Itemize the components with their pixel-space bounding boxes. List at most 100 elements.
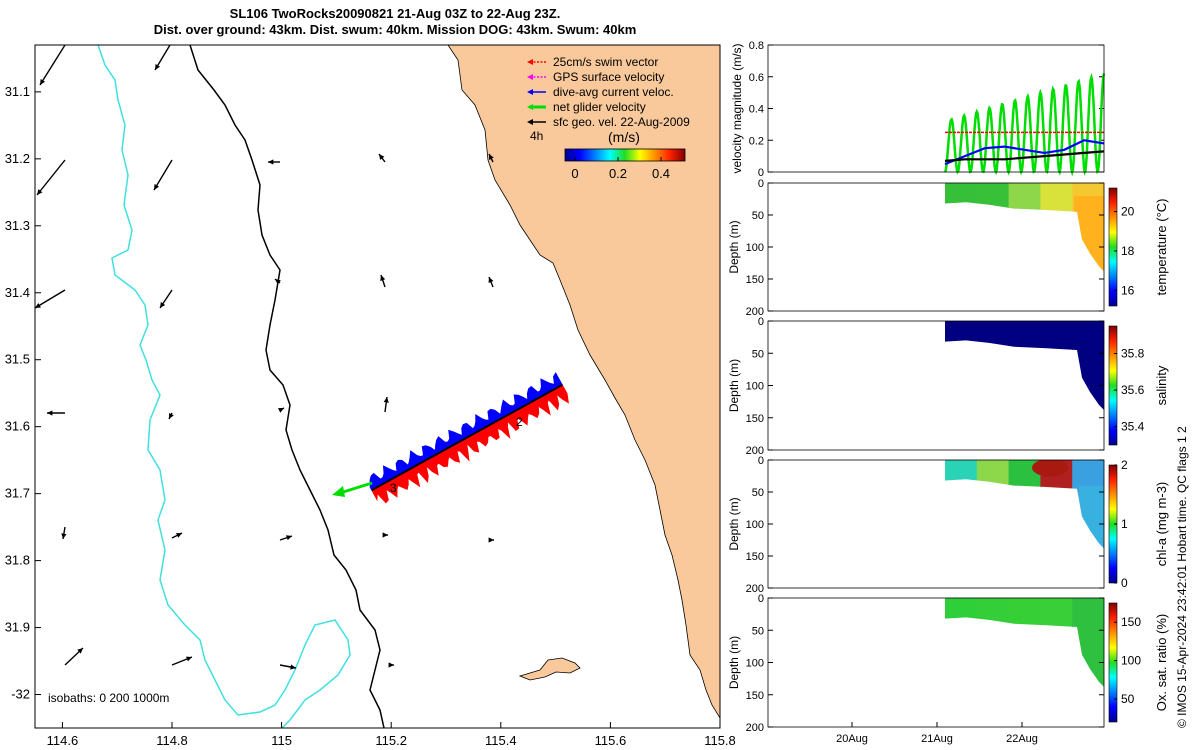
map-colorbar [564, 148, 686, 162]
sfc-velocity-arrow [39, 45, 66, 86]
sfc-velocity-arrow [488, 153, 494, 163]
map-y-tick-label: 31.4 [5, 285, 30, 300]
legend-item: dive-avg current veloc. [527, 85, 674, 99]
legend-swatch-head [527, 74, 533, 80]
arrow-head [40, 79, 46, 85]
arrow-shaft [35, 289, 66, 309]
heatmap-chl-max [1032, 460, 1068, 477]
y-axis-label: Depth (m) [727, 359, 741, 412]
map-y-tick-label: 31.7 [5, 486, 30, 501]
y-tick-label: 0 [758, 593, 764, 605]
sfc-velocity-arrow [268, 159, 280, 165]
y-tick-label: 0.8 [749, 40, 764, 52]
y-tick-label: 50 [752, 487, 764, 499]
map-x-tick-label: 115.8 [704, 733, 736, 748]
y-tick-label: 200 [746, 583, 764, 595]
y-tick-label: 50 [752, 210, 764, 222]
arrow-head [47, 410, 53, 416]
sfc-velocity-arrow [159, 289, 173, 309]
map-y-tick-label: 31.5 [5, 352, 30, 367]
y-tick-label: 0.4 [749, 104, 764, 116]
panel-4: 0 50 100 150 200 Depth (m) 50 100 150 Ox. sat. ra… [727, 593, 1169, 734]
y-tick-label: 200 [746, 306, 764, 318]
sfc-velocity-arrow [388, 662, 394, 668]
arrow-head [176, 533, 182, 538]
series-sfc-geo [944, 150, 1105, 162]
panel-colorbar [1108, 602, 1118, 723]
map-y-ticks: 31.1 31.2 31.3 31.4 31.5 31.6 31.7 31.8 31.9 -32 [5, 84, 41, 702]
y-tick-label: 0 [758, 167, 764, 179]
time-axis-ticks: 20Aug 21Aug 22Aug [836, 722, 1038, 745]
arrow-head [332, 486, 345, 497]
panel-0: 0 0.2 0.4 0.6 0.8 velocity magnitude (m/s) [730, 40, 1106, 179]
map-y-tick-label: -32 [11, 687, 30, 702]
y-tick-label: 0.6 [749, 72, 764, 84]
map-x-ticks: 114.6 114.8 115 115.2 115.4 115.6 115.8 [47, 722, 736, 748]
arrow-head [160, 302, 166, 308]
y-tick-label: 0 [758, 178, 764, 190]
legend-item: net glider velocity [527, 100, 646, 114]
colorbar-tick-label: 35.6 [1121, 383, 1145, 397]
map-x-tick-label: 115.6 [595, 733, 627, 748]
y-tick-label: 100 [746, 658, 764, 670]
colorbar-tick-label: 0 [1121, 576, 1128, 590]
surface-velocity-arrows [35, 45, 494, 670]
panel-frame [767, 182, 1105, 312]
colorbar-tick-label: 0.2 [609, 166, 627, 181]
sfc-velocity-arrow [64, 647, 84, 666]
arrow-head [488, 537, 494, 543]
sfc-velocity-arrow [278, 407, 285, 413]
colorbar-tick-label: 0 [571, 166, 578, 181]
y-tick-label: 100 [746, 381, 764, 393]
y-tick-label: 150 [746, 551, 764, 563]
y-tick-label: 100 [746, 242, 764, 254]
track-line [371, 384, 563, 491]
y-tick-label: 50 [752, 348, 764, 360]
series-net-glider-velocity [943, 72, 1106, 177]
panel-colorbar [1108, 187, 1118, 307]
isobaths-label: isobaths: 0 200 1000m [48, 691, 169, 705]
sfc-velocity-arrow [154, 45, 171, 71]
map-y-tick-label: 31.6 [5, 419, 30, 434]
y-tick-label: 0 [758, 316, 764, 328]
swim-vectors [370, 383, 569, 504]
map-y-tick-label: 31.3 [5, 218, 30, 233]
y-tick-label: 200 [746, 445, 764, 457]
sfc-velocity-arrow [380, 274, 386, 288]
legend-label: sfc geo. vel. 22-Aug-2009 [553, 115, 690, 129]
arrow-head [278, 408, 284, 413]
panel-2: 0 50 100 150 200 Depth (m) 35.4 35.6 35.8 salinit… [727, 316, 1169, 457]
colorbar-tick-label: 100 [1121, 654, 1141, 668]
sfc-velocity-arrow [168, 412, 174, 420]
arrow-head [37, 189, 43, 195]
colorbar-label: salinity [1154, 365, 1169, 405]
map-x-tick-label: 115.4 [485, 733, 517, 748]
colorbar-label: Ox. sat. ratio (%) [1154, 614, 1169, 712]
legend-swatch-head [527, 104, 533, 110]
sfc-velocity-arrow [279, 535, 293, 541]
sfc-velocity-arrow [47, 410, 65, 416]
colorbar-tick-label: 20 [1121, 205, 1135, 219]
colorbar-tick-label: 18 [1121, 244, 1135, 258]
arrow-head [290, 664, 296, 670]
legend-label: 25cm/s swim vector [553, 55, 658, 69]
panel-3: 0 50 100 150 200 Depth (m) 0 1 2 chl-a (mg m-3) [727, 455, 1169, 595]
sfc-velocity-arrow [171, 656, 193, 666]
colorbar-tick-label: 150 [1121, 615, 1141, 629]
colorbar-tick-label: 16 [1121, 283, 1135, 297]
map-y-tick-label: 31.8 [5, 553, 30, 568]
arrow-shaft [153, 159, 173, 191]
panel-frame [767, 320, 1105, 451]
time-tick-label: 20Aug [836, 733, 868, 745]
y-axis-label: Depth (m) [727, 220, 741, 273]
sfc-velocity-arrow [383, 396, 389, 413]
arrow-head [275, 279, 281, 285]
map-x-tick-label: 115 [271, 733, 292, 748]
arrow-head [488, 277, 494, 283]
map-colorbar-ticks: 0 0.2 0.4 [571, 157, 670, 181]
arrow-head [382, 532, 388, 538]
arrow-shaft [36, 159, 66, 196]
arrow-head [380, 275, 386, 281]
sfc-velocity-arrow [61, 526, 67, 540]
